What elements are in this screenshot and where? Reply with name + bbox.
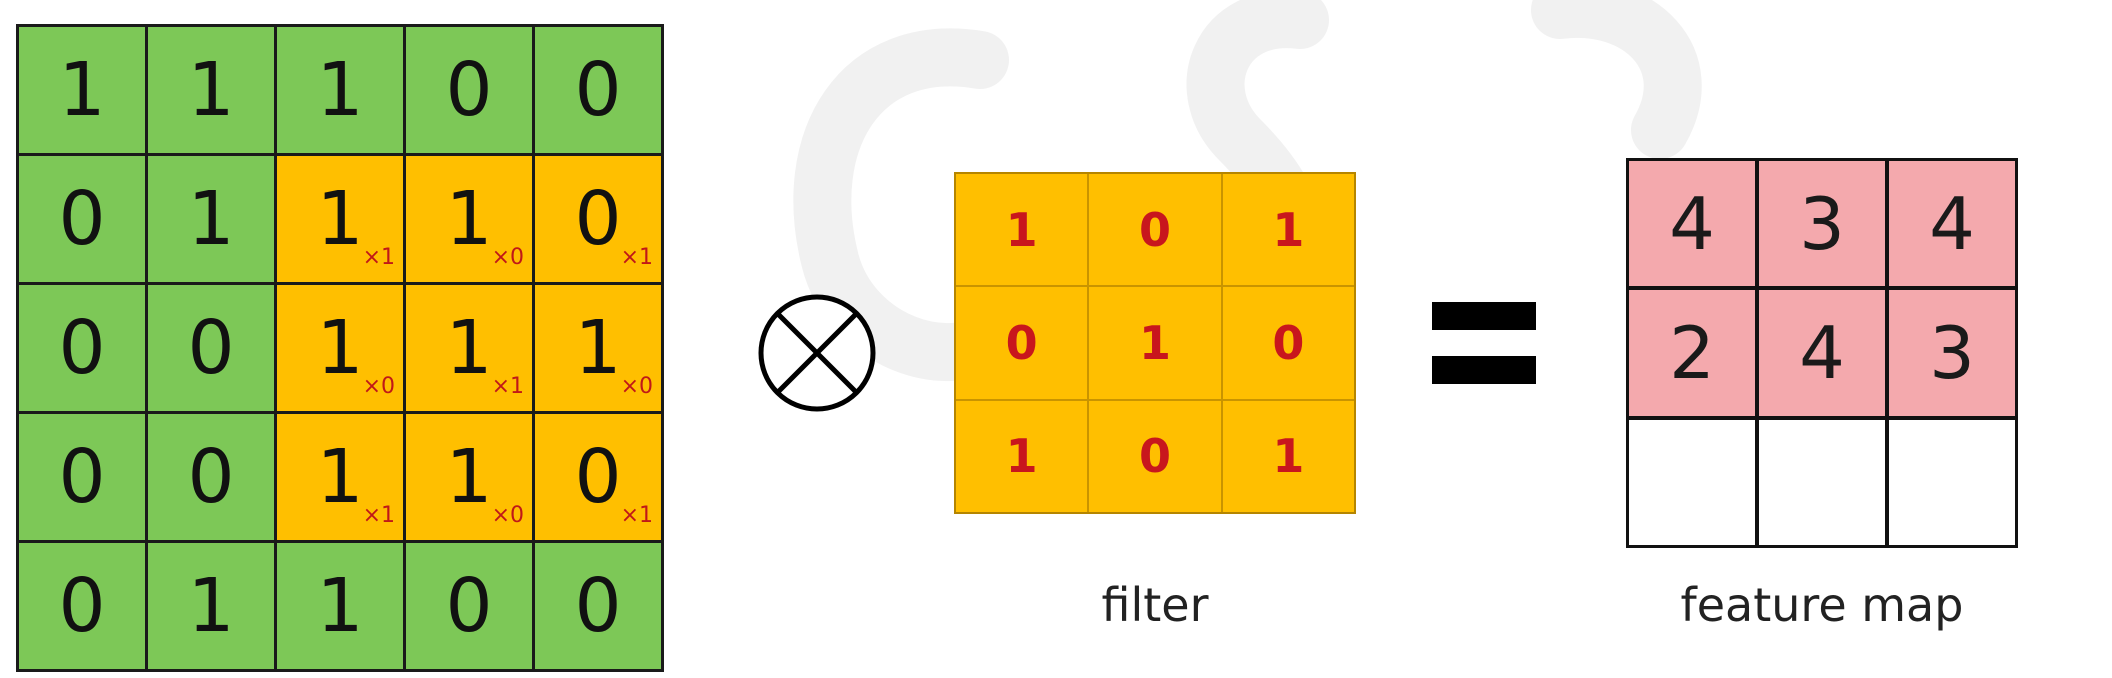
feature-cell-empty bbox=[1629, 419, 1755, 545]
input-cell: 1 ×0 bbox=[535, 285, 661, 411]
input-value: 1 bbox=[58, 47, 106, 133]
weight-label: ×1 bbox=[362, 503, 395, 528]
feature-cell-empty bbox=[1889, 419, 2015, 545]
feature-cell: 2 bbox=[1629, 290, 1755, 416]
weight-label: ×1 bbox=[491, 374, 524, 399]
input-cell: 1 bbox=[148, 27, 274, 153]
feature-map-caption: feature map bbox=[1680, 578, 1964, 632]
input-value: 1 bbox=[187, 176, 235, 262]
input-cell: 0 bbox=[19, 543, 145, 669]
feature-cell-empty bbox=[1759, 419, 1885, 545]
filter-cell: 0 bbox=[956, 287, 1088, 399]
input-value: 1 bbox=[316, 434, 364, 520]
input-value: 0 bbox=[187, 305, 235, 391]
weight-label: ×0 bbox=[362, 374, 395, 399]
input-value: 0 bbox=[445, 563, 493, 649]
equals-bar-bottom bbox=[1432, 356, 1536, 384]
input-cell: 0 bbox=[406, 543, 532, 669]
weight-label: ×1 bbox=[620, 503, 653, 528]
input-cell: 0 bbox=[406, 27, 532, 153]
weight-label: ×0 bbox=[491, 245, 524, 270]
input-value: 0 bbox=[574, 563, 622, 649]
filter-cell: 1 bbox=[956, 400, 1088, 512]
weight-label: ×0 bbox=[491, 503, 524, 528]
input-value: 1 bbox=[574, 305, 622, 391]
input-value: 0 bbox=[574, 434, 622, 520]
input-value: 1 bbox=[445, 176, 493, 262]
feature-cell: 4 bbox=[1889, 161, 2015, 287]
input-value: 0 bbox=[574, 47, 622, 133]
input-matrix: 1 1 1 0 0 0 1 1 ×1 1 ×0 0 ×1 0 0 1 ×0 1 ×1 1 ×… bbox=[16, 24, 664, 672]
input-value: 0 bbox=[58, 434, 106, 520]
input-cell: 1 bbox=[148, 543, 274, 669]
filter-cell: 1 bbox=[1222, 400, 1354, 512]
input-cell: 1 ×0 bbox=[406, 156, 532, 282]
input-cell: 0 bbox=[148, 285, 274, 411]
input-cell: 1 bbox=[277, 543, 403, 669]
filter-matrix: 1 0 1 0 1 0 1 0 1 bbox=[954, 172, 1356, 514]
feature-cell: 3 bbox=[1759, 161, 1885, 287]
input-value: 1 bbox=[316, 176, 364, 262]
input-value: 1 bbox=[316, 47, 364, 133]
input-cell: 1 bbox=[19, 27, 145, 153]
input-value: 0 bbox=[58, 176, 106, 262]
input-cell: 0 bbox=[535, 543, 661, 669]
input-cell: 0 bbox=[19, 285, 145, 411]
weight-label: ×1 bbox=[620, 245, 653, 270]
input-value: 0 bbox=[574, 176, 622, 262]
input-value: 1 bbox=[187, 563, 235, 649]
input-value: 0 bbox=[187, 434, 235, 520]
input-cell: 1 bbox=[148, 156, 274, 282]
input-cell: 1 ×1 bbox=[406, 285, 532, 411]
filter-cell: 0 bbox=[1089, 400, 1221, 512]
input-cell: 0 ×1 bbox=[535, 156, 661, 282]
filter-cell: 0 bbox=[1089, 174, 1221, 286]
input-value: 0 bbox=[445, 47, 493, 133]
filter-cell: 0 bbox=[1222, 287, 1354, 399]
input-cell: 1 ×0 bbox=[277, 285, 403, 411]
feature-cell: 3 bbox=[1889, 290, 2015, 416]
input-cell: 0 bbox=[535, 27, 661, 153]
feature-map-matrix: 4 3 4 2 4 3 bbox=[1626, 158, 2018, 548]
input-cell: 1 ×1 bbox=[277, 414, 403, 540]
filter-caption: filter bbox=[1101, 578, 1209, 632]
input-value: 1 bbox=[187, 47, 235, 133]
input-value: 1 bbox=[316, 305, 364, 391]
filter-cell: 1 bbox=[956, 174, 1088, 286]
circled-times-icon bbox=[758, 294, 876, 412]
filter-cell: 1 bbox=[1222, 174, 1354, 286]
input-cell: 0 bbox=[19, 156, 145, 282]
weight-label: ×0 bbox=[620, 374, 653, 399]
input-value: 1 bbox=[445, 305, 493, 391]
input-cell: 1 ×1 bbox=[277, 156, 403, 282]
equals-bar-top bbox=[1432, 302, 1536, 330]
input-cell: 1 ×0 bbox=[406, 414, 532, 540]
input-value: 0 bbox=[58, 563, 106, 649]
input-value: 0 bbox=[58, 305, 106, 391]
input-cell: 0 bbox=[148, 414, 274, 540]
weight-label: ×1 bbox=[362, 245, 395, 270]
feature-cell: 4 bbox=[1629, 161, 1755, 287]
input-cell: 0 bbox=[19, 414, 145, 540]
feature-cell: 4 bbox=[1759, 290, 1885, 416]
filter-cell: 1 bbox=[1089, 287, 1221, 399]
input-cell: 1 bbox=[277, 27, 403, 153]
input-value: 1 bbox=[445, 434, 493, 520]
input-value: 1 bbox=[316, 563, 364, 649]
input-cell: 0 ×1 bbox=[535, 414, 661, 540]
